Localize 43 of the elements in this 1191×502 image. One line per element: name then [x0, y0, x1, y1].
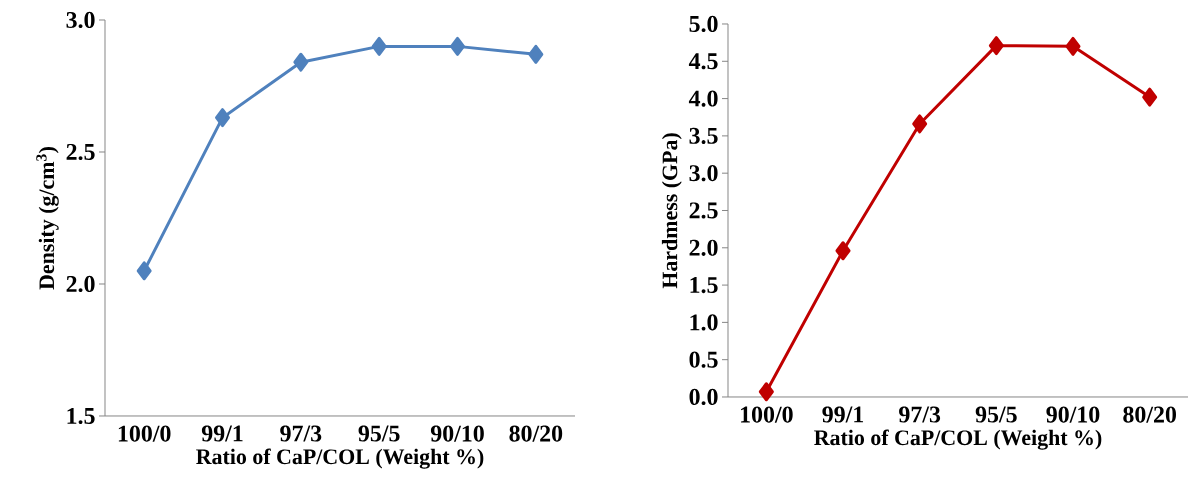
y-tick-label: 4.0 — [688, 90, 718, 107]
point — [450, 36, 466, 56]
point — [1142, 87, 1158, 107]
point — [528, 44, 544, 64]
x-tick-label: 97/3 — [899, 406, 941, 423]
x-tick-label: 100/0 — [118, 425, 171, 442]
x-tick-label: 90/10 — [430, 425, 484, 442]
x-tick-label: 80/20 — [1123, 406, 1176, 423]
point — [293, 52, 309, 72]
y-axis-title: Hardmess (GPa) — [661, 133, 682, 289]
y-tick-label: 1.5 — [690, 277, 718, 294]
x-tick-label: 95/5 — [358, 425, 400, 442]
y-tick-label: 5.0 — [689, 15, 718, 33]
point — [371, 36, 387, 56]
y-tick-label: 2.0 — [66, 275, 95, 293]
y-tick-label: 1.0 — [690, 314, 718, 331]
y-tick-label: 3.0 — [689, 165, 718, 182]
x-tick-label: 80/20 — [509, 425, 563, 442]
y-tick-label: 1.5 — [67, 407, 95, 425]
y-tick-label: 3.5 — [689, 127, 718, 144]
point — [758, 382, 774, 402]
point — [215, 108, 231, 128]
y-tick-label: 0.0 — [689, 388, 718, 406]
x-tick-label: 95/5 — [975, 406, 1017, 423]
x-tick-label: 99/1 — [822, 406, 864, 423]
y-tick-label: 2.0 — [689, 239, 718, 256]
y-tick-label: 2.5 — [66, 143, 95, 161]
y-tick-label: 2.5 — [689, 202, 718, 219]
point — [1065, 36, 1081, 56]
y-tick-label: 3.0 — [66, 11, 95, 29]
point — [912, 114, 928, 134]
point — [835, 241, 851, 261]
y-tick-label: 0.5 — [689, 351, 718, 368]
x-tick-label: 99/1 — [201, 425, 243, 442]
point — [988, 36, 1004, 56]
y-axis-title: Density (g/cm$^{3}$) — [36, 146, 59, 290]
x-tick-label: 100/0 — [741, 406, 793, 423]
x-tick-label: 97/3 — [280, 425, 322, 442]
y-tick-label: 4.5 — [688, 53, 718, 70]
point — [136, 261, 152, 281]
x-tick-label: 90/10 — [1046, 406, 1100, 423]
x-axis-title: Ratio of CaP/COL (Weight %) — [814, 429, 1102, 450]
x-axis-title: Ratio of CaP/COL (Weight %) — [196, 448, 484, 469]
